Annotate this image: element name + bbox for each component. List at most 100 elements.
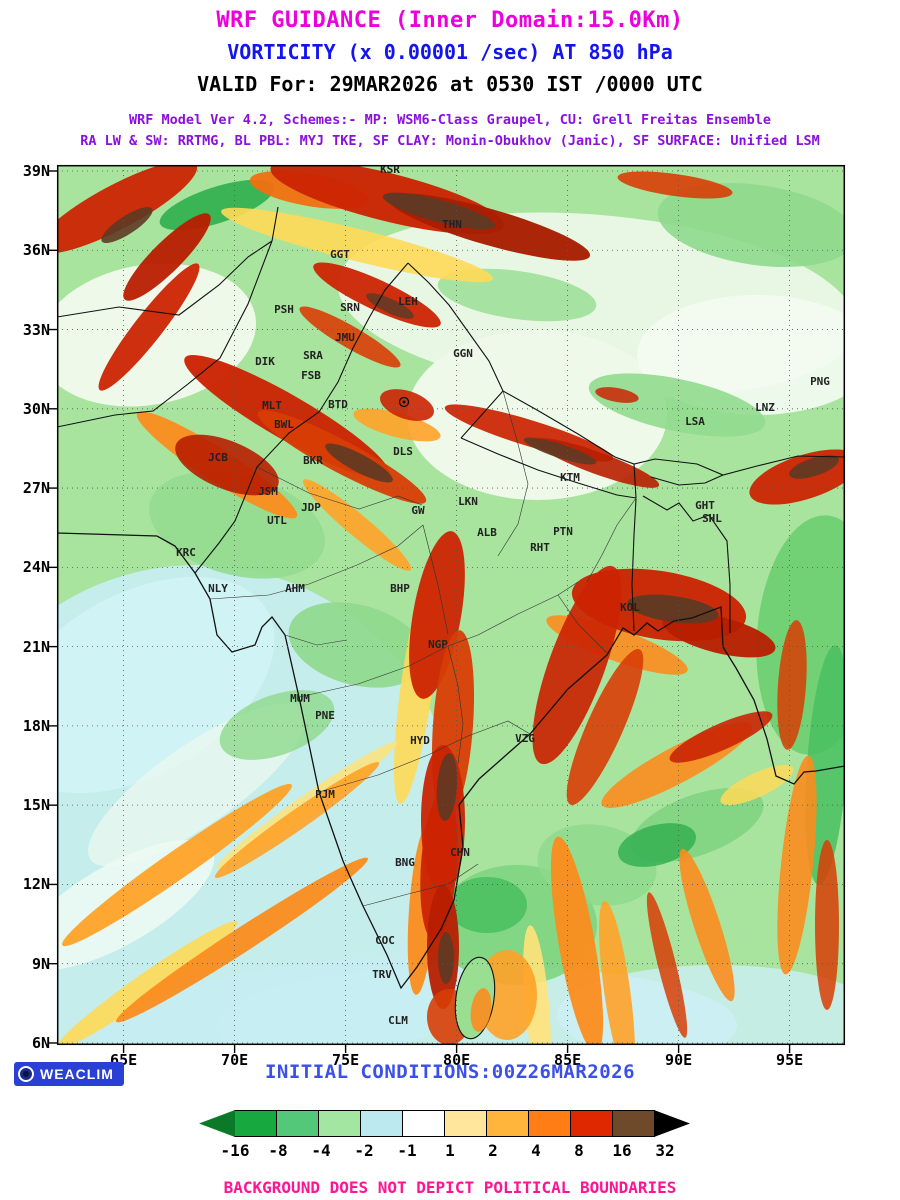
- y-tick-label: 33N: [22, 320, 50, 339]
- station-label-bhp: BHP: [390, 582, 410, 595]
- station-label-ahm: AHM: [285, 582, 305, 595]
- model-config-line2: RA LW & SW: RRTMG, BL PBL: MYJ TKE, SF C…: [80, 133, 820, 149]
- x-tick-label: 80E: [443, 1051, 471, 1069]
- colorbar-arrow-left: [199, 1110, 235, 1137]
- disclaimer: BACKGROUND DOES NOT DEPICT POLITICAL BOU…: [223, 1178, 677, 1197]
- station-label-trv: TRV: [372, 968, 392, 981]
- colorbar-label: -8: [268, 1141, 288, 1160]
- station-label-ksr: KSR: [380, 163, 400, 176]
- y-tick-label: 24N: [22, 558, 50, 577]
- station-label-gw: GW: [411, 504, 425, 517]
- colorbar-label: -16: [220, 1141, 250, 1160]
- station-label-bng: BNG: [395, 856, 415, 869]
- station-label-hyd: HYD: [410, 734, 430, 747]
- station-label-vzg: VZG: [515, 732, 535, 745]
- y-tick-label: 36N: [22, 241, 50, 260]
- station-label-dls: DLS: [393, 445, 413, 458]
- colorbar-label: 4: [531, 1141, 541, 1160]
- station-label-mlt: MLT: [262, 399, 282, 412]
- station-label-alb: ALB: [477, 526, 497, 539]
- station-label-bkr: BKR: [303, 454, 323, 467]
- vorticity-field-art: [57, 165, 845, 1045]
- station-label-btd: BTD: [328, 398, 348, 411]
- y-tick-label: 30N: [22, 399, 50, 418]
- colorbar-segments: [199, 1110, 701, 1137]
- y-tick-label: 15N: [22, 796, 50, 815]
- y-tick-label: 9N: [31, 954, 50, 973]
- station-label-ggn: GGN: [453, 347, 473, 360]
- colorbar-label: 32: [655, 1141, 675, 1160]
- delhi-marker: [398, 396, 410, 408]
- station-label-krc: KRC: [176, 546, 196, 559]
- colorbar-segment: [234, 1110, 277, 1137]
- station-label-nly: NLY: [208, 582, 228, 595]
- x-tick-label: 95E: [776, 1051, 804, 1069]
- state-borders: [209, 390, 637, 907]
- colorbar-label: -1: [397, 1141, 417, 1160]
- station-label-png: PNG: [810, 375, 830, 388]
- y-tick-label: 6N: [31, 1033, 50, 1052]
- station-label-pne: PNE: [315, 709, 335, 722]
- colorbar-label: -4: [311, 1141, 331, 1160]
- colorbar-segment: [318, 1110, 361, 1137]
- colorbar-arrow-right: [654, 1110, 690, 1137]
- station-label-leh: LEH: [398, 295, 418, 308]
- valid-line: VALID For: 29MAR2026 at 0530 IST /0000 U…: [197, 72, 703, 96]
- station-label-ptn: PTN: [553, 525, 573, 538]
- y-tick-label: 18N: [22, 716, 50, 735]
- grid-layer: [57, 165, 845, 1045]
- colorbar-segment: [402, 1110, 445, 1137]
- station-label-srn: SRN: [340, 301, 360, 314]
- colorbar-segment: [528, 1110, 571, 1137]
- colorbar-segment: [486, 1110, 529, 1137]
- y-tick-label: 21N: [22, 637, 50, 656]
- station-label-ggt: GGT: [330, 248, 350, 261]
- station-label-jcb: JCB: [208, 451, 228, 464]
- station-label-jdp: JDP: [301, 501, 321, 514]
- station-label-sra: SRA: [303, 349, 323, 362]
- station-label-pjm: PJM: [315, 788, 335, 801]
- station-label-rht: RHT: [530, 541, 550, 554]
- colorbar-label: 16: [612, 1141, 632, 1160]
- station-label-ngp: NGP: [428, 638, 448, 651]
- x-tick-label: 85E: [554, 1051, 582, 1069]
- weaclim-logo-icon: [18, 1066, 34, 1082]
- station-label-lsa: LSA: [685, 415, 705, 428]
- colorbar-segment: [360, 1110, 403, 1137]
- y-tick-label: 27N: [22, 479, 50, 498]
- model-config-line1: WRF Model Ver 4.2, Schemes:- MP: WSM6-Cl…: [128, 112, 772, 128]
- initial-conditions: INITIAL CONDITIONS:00Z26MAR2026: [264, 1061, 636, 1083]
- station-label-kol: KOL: [620, 601, 640, 614]
- y-tick-label: 12N: [22, 875, 50, 894]
- station-label-jsm: JSM: [258, 485, 278, 498]
- station-label-coc: COC: [375, 934, 395, 947]
- station-layer: KSR THN GGT SRN LEH PSH JMU SRA GGN DIK FSB MLT BTD B…: [176, 163, 830, 1027]
- vorticity-map-svg: KSR THN GGT SRN LEH PSH JMU SRA GGN DIK FSB MLT BTD B…: [49, 163, 846, 1053]
- colorbar-labels: -16 -8 -4 -2 -1 1 2 4 8 16 32: [199, 1137, 701, 1163]
- colorbar-label: 1: [445, 1141, 455, 1160]
- colorbar-segment: [570, 1110, 613, 1137]
- map-plot: KSR THN GGT SRN LEH PSH JMU SRA GGN DIK FSB MLT BTD B…: [49, 163, 846, 1053]
- x-tick-label: 70E: [221, 1051, 249, 1069]
- weaclim-logo: WEACLIM: [14, 1062, 124, 1086]
- colorbar-segment: [444, 1110, 487, 1137]
- tick-layer: [49, 170, 791, 1053]
- map-subtitle: VORTICITY (x 0.00001 /sec) AT 850 hPa: [227, 40, 673, 64]
- station-label-shl: SHL: [702, 512, 722, 525]
- station-label-chn: CHN: [450, 846, 470, 859]
- station-label-clm: CLM: [388, 1014, 408, 1027]
- station-label-lnz: LNZ: [755, 401, 775, 414]
- colorbar-segment: [612, 1110, 655, 1137]
- colorbar-label: -2: [354, 1141, 374, 1160]
- colorbar: -16 -8 -4 -2 -1 1 2 4 8 16 32: [199, 1110, 701, 1170]
- station-label-jmu: JMU: [335, 331, 355, 344]
- colorbar-label: 2: [488, 1141, 498, 1160]
- station-label-utl: UTL: [267, 514, 287, 527]
- x-tick-label: 90E: [665, 1051, 693, 1069]
- station-label-ktm: KTM: [560, 471, 580, 484]
- station-label-dik: DIK: [255, 355, 275, 368]
- station-label-ght: GHT: [695, 499, 715, 512]
- y-tick-label: 39N: [22, 162, 50, 180]
- coastline-path: [57, 532, 845, 990]
